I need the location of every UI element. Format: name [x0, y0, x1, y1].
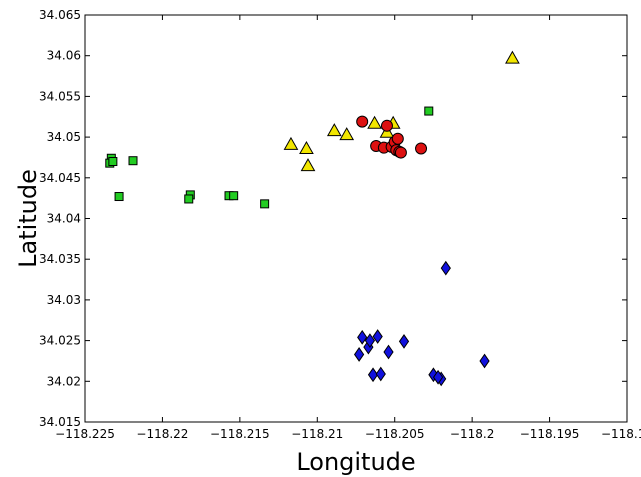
triangle-marker [367, 115, 382, 129]
markers-layer [105, 50, 520, 387]
diamond-marker [357, 329, 368, 345]
diamond-marker [375, 366, 386, 382]
diamond-marker [353, 347, 365, 362]
circle-marker [415, 142, 428, 155]
circle-marker [394, 146, 407, 159]
x-tick-label: −118.225 [55, 427, 115, 441]
y-axis-label: Latitude [14, 169, 42, 268]
square-marker [114, 192, 124, 202]
triangle-marker [505, 50, 520, 64]
circle-marker [356, 115, 369, 128]
x-tick-label: −118.205 [365, 427, 425, 441]
diamond-marker [440, 260, 451, 276]
diamond-marker [479, 353, 490, 369]
diamond-marker [432, 369, 444, 385]
triangle-marker [339, 127, 355, 141]
diamond-marker [372, 329, 383, 344]
circle-marker [380, 119, 393, 132]
triangle-marker [326, 123, 342, 137]
x-tick-label: −118.195 [520, 427, 580, 441]
square-marker [260, 199, 270, 209]
y-tick-label: 34.025 [39, 334, 81, 348]
x-tick-label: −118.19 [601, 427, 641, 441]
square-marker [424, 106, 434, 116]
y-tick-label: 34.035 [39, 252, 81, 266]
diamond-marker [364, 333, 376, 348]
y-tick-label: 34.055 [39, 89, 81, 103]
x-tick-label: −118.215 [210, 427, 270, 441]
triangle-marker [300, 158, 316, 172]
diamond-marker [398, 334, 410, 349]
square-marker [184, 194, 194, 204]
axes-layer: −118.225 −118.22 −118.215 −118.21 −118.205 −1… [39, 8, 641, 441]
diamond-marker [367, 367, 379, 383]
y-tick-label: 34.045 [39, 171, 81, 185]
square-marker [108, 157, 118, 167]
x-tick-label: −118.21 [291, 427, 343, 441]
y-tick-label: 34.06 [47, 49, 81, 63]
square-marker [229, 191, 239, 201]
triangle-marker [283, 136, 299, 150]
y-tick-label: 34.03 [47, 293, 81, 307]
y-tick-label: 34.015 [39, 415, 81, 429]
y-tick-label: 34.04 [47, 212, 81, 226]
triangle-marker [299, 140, 314, 154]
y-tick-label: 34.02 [47, 374, 81, 388]
x-tick-label: −118.22 [136, 427, 188, 441]
y-tick-label: 34.05 [47, 130, 81, 144]
diamond-marker [383, 344, 394, 360]
y-tick-label: 34.065 [39, 8, 81, 22]
circle-marker [391, 132, 404, 145]
square-marker [128, 156, 138, 166]
x-tick-label: −118.2 [450, 427, 494, 441]
plot-area-frame [84, 14, 628, 423]
x-axis-label: Longitude [296, 448, 415, 476]
